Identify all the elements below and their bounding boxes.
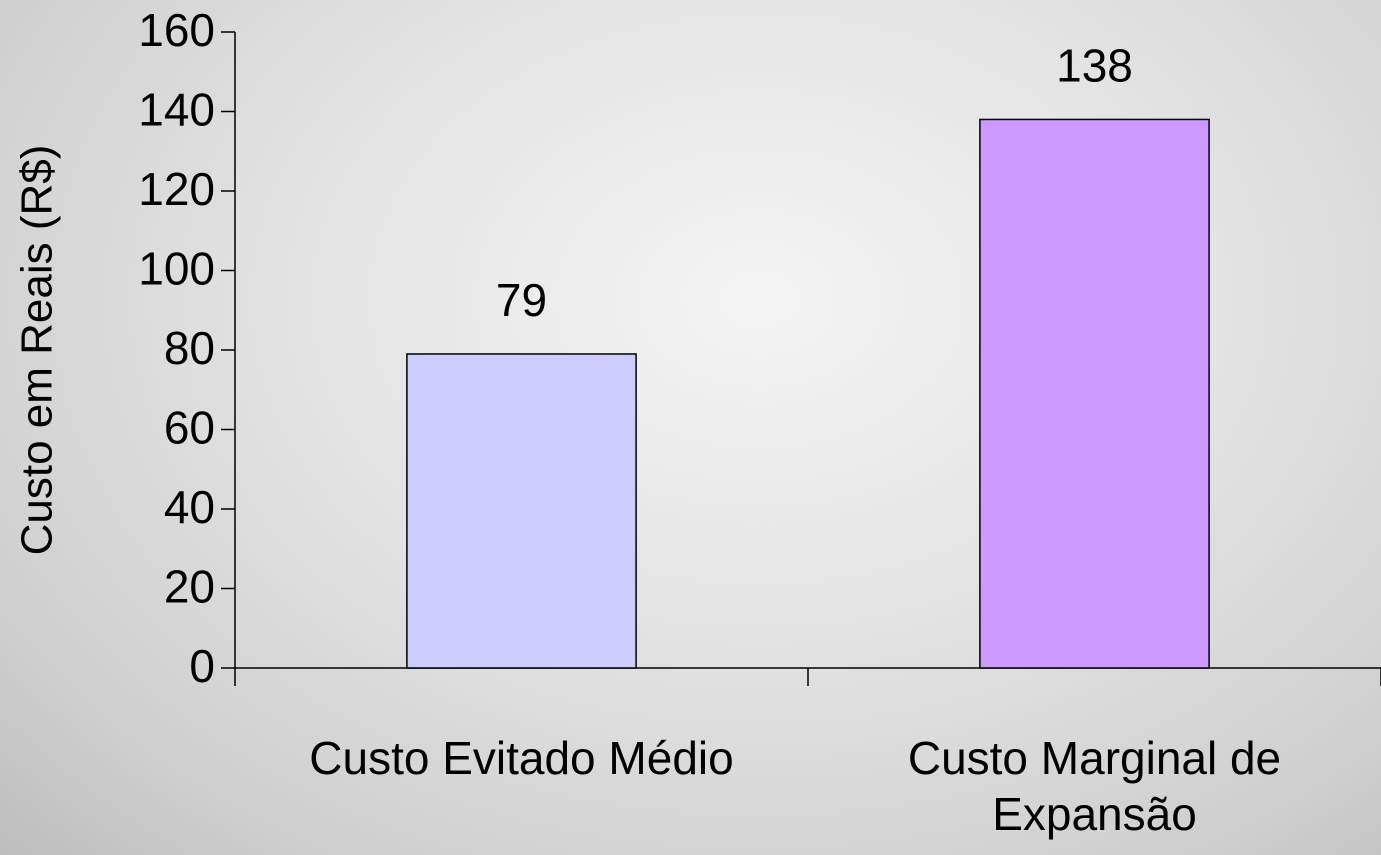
y-tick-label: 40 [164, 481, 215, 533]
y-tick-label: 20 [164, 561, 215, 613]
bar [979, 118, 1210, 669]
value-label: 138 [1056, 40, 1133, 92]
y-tick-label: 80 [164, 322, 215, 374]
bar [406, 353, 637, 669]
value-label: 79 [496, 274, 547, 326]
x-tick-label: Custo Evitado Médio [309, 732, 734, 784]
y-tick-label: 160 [138, 4, 215, 56]
y-tick-label: 140 [138, 84, 215, 136]
y-tick-label: 100 [138, 243, 215, 295]
y-axis-title: Custo em Reais (R$) [13, 145, 62, 556]
x-tick-label: Custo Marginal de Expansão [907, 732, 1282, 840]
y-tick-label: 120 [138, 163, 215, 215]
y-tick-label: 0 [189, 640, 215, 692]
y-tick-label: 60 [164, 402, 215, 454]
